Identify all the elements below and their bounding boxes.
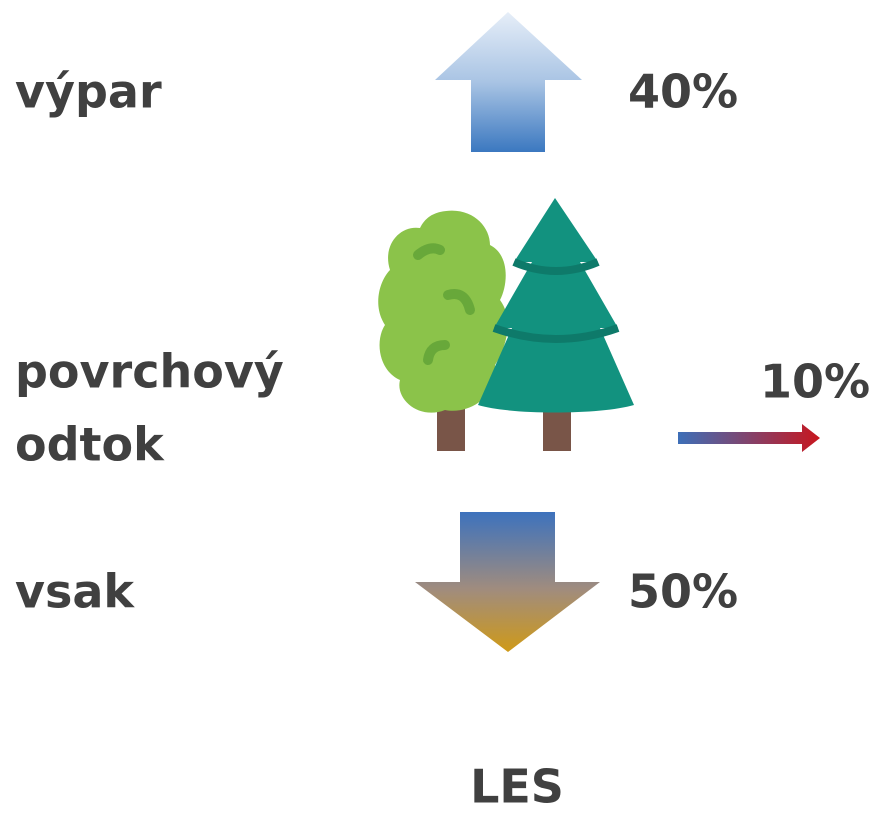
runoff-percent: 10%	[760, 355, 870, 409]
infiltration-label: vsak	[15, 565, 135, 619]
runoff-label-line: odtok	[15, 418, 165, 472]
caption: LES	[470, 760, 564, 814]
runoff-arrow	[678, 424, 820, 452]
infiltration-percent: 50%	[628, 565, 738, 619]
evaporation-percent: 40%	[628, 65, 738, 119]
infiltration-arrow	[415, 512, 600, 652]
evaporation-arrow	[435, 12, 582, 152]
runoff-label-line: povrchový	[15, 345, 284, 399]
evaporation-label: výpar	[15, 65, 162, 119]
trees-icon	[378, 198, 634, 451]
